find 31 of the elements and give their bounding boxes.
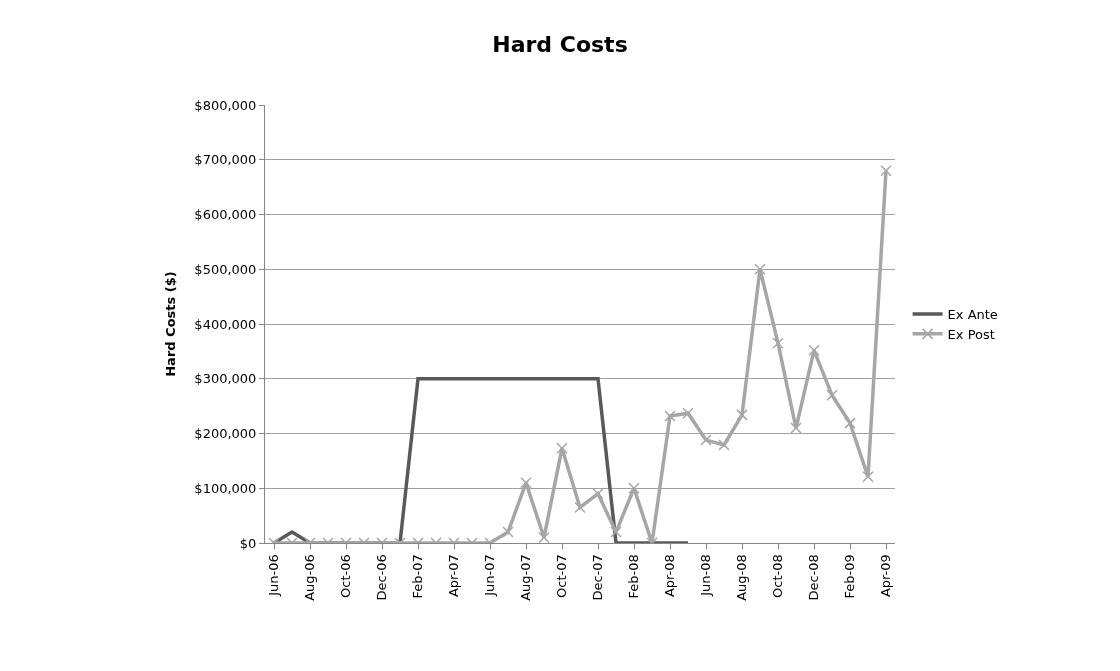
- legend-label: Ex Ante: [947, 307, 998, 323]
- y-axis-title: Hard Costs ($): [163, 271, 179, 377]
- x-tick-label: Apr-07: [446, 554, 462, 598]
- x-tick-label: Feb-08: [626, 554, 642, 599]
- x-tick-label: Dec-08: [806, 554, 822, 601]
- y-tick-label: $0: [239, 535, 257, 551]
- y-tick-label: $500,000: [194, 261, 257, 277]
- y-tick-label: $300,000: [194, 371, 257, 387]
- y-tick-label: $100,000: [194, 480, 257, 496]
- y-tick-label: $700,000: [194, 152, 257, 168]
- x-tick-label: Aug-07: [518, 554, 534, 601]
- x-tick-label: Oct-06: [338, 554, 354, 598]
- x-tick-label: Apr-09: [878, 554, 894, 598]
- x-tick-label: Apr-08: [662, 554, 678, 598]
- y-tick-label: $400,000: [194, 316, 257, 332]
- x-tick-label: Feb-09: [842, 554, 858, 599]
- x-tick-label: Jun-07: [482, 554, 498, 597]
- x-tick-label: Dec-07: [590, 554, 606, 601]
- x-tick-label: Aug-08: [734, 554, 750, 601]
- y-tick-label: $200,000: [194, 426, 257, 442]
- legend-label: Ex Post: [947, 326, 995, 342]
- chart-title: Hard Costs: [492, 32, 628, 58]
- x-tick-label: Oct-07: [554, 554, 570, 598]
- y-tick-label: $800,000: [194, 97, 257, 113]
- x-tick-label: Oct-08: [770, 554, 786, 598]
- x-tick-label: Aug-06: [302, 554, 318, 601]
- y-tick-label: $600,000: [194, 207, 257, 223]
- x-tick-label: Feb-07: [410, 554, 426, 599]
- x-tick-label: Jun-08: [698, 554, 714, 597]
- x-tick-label: Dec-06: [374, 554, 390, 601]
- x-tick-label: Jun-06: [266, 554, 282, 597]
